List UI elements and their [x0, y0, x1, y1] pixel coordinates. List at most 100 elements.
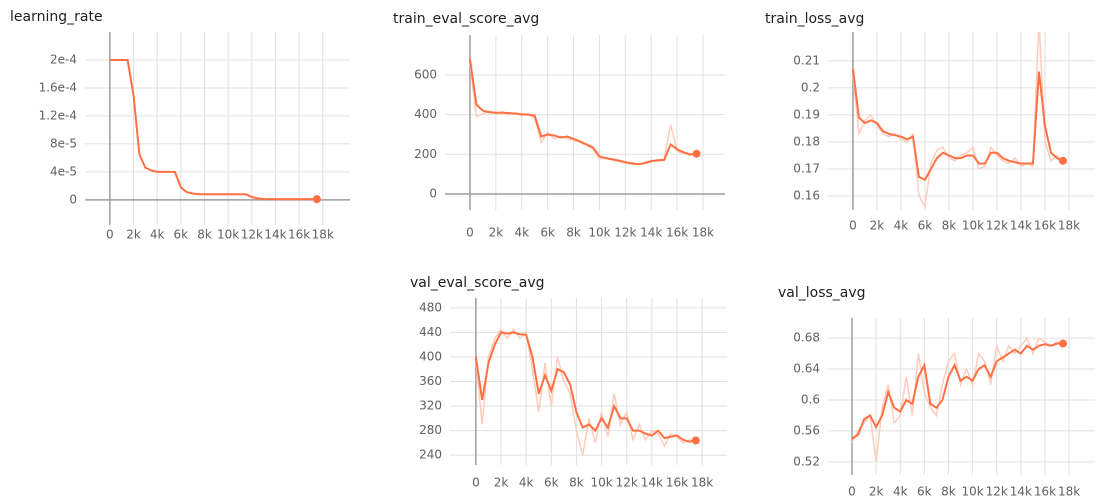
x-tick-label: 4k — [514, 226, 529, 240]
x-tick-label: 12k — [241, 228, 263, 242]
x-tick-label: 18k — [1058, 219, 1080, 233]
y-tick-label: 2e-4 — [50, 52, 77, 66]
last-point — [692, 149, 701, 158]
y-tick-label: 280 — [419, 423, 442, 437]
x-tick-label: 8k — [197, 228, 212, 242]
x-tick-label: 0 — [848, 485, 856, 499]
x-tick-label: 8k — [566, 226, 581, 240]
series-line — [851, 68, 1064, 182]
x-tick-label: 10k — [217, 228, 239, 242]
x-tick-label: 16k — [666, 476, 688, 490]
x-tick-label: 6k — [544, 476, 559, 490]
chart-title: learning_rate — [10, 9, 103, 25]
y-tick-label: 0.21 — [793, 53, 820, 67]
y-tick-label: 0 — [429, 186, 437, 200]
x-tick-label: 4k — [150, 228, 165, 242]
x-tick-label: 2k — [126, 228, 141, 242]
x-tick-label: 0 — [466, 226, 474, 240]
y-tick-label: 0.2 — [801, 80, 820, 94]
y-tick-label: 1.2e-4 — [39, 108, 77, 122]
x-tick-label: 8k — [569, 476, 584, 490]
x-tick-label: 18k — [312, 228, 334, 242]
x-tick-label: 0 — [106, 228, 114, 242]
series-line — [851, 336, 1064, 462]
chart-title: val_loss_avg — [778, 285, 866, 301]
x-tick-label: 12k — [986, 219, 1008, 233]
x-tick-label: 2k — [494, 476, 509, 490]
y-tick-label: 400 — [419, 349, 442, 363]
x-tick-label: 18k — [1058, 485, 1080, 499]
series-line — [852, 32, 1064, 210]
series-line — [475, 327, 697, 456]
last-point — [1059, 339, 1068, 348]
x-tick-label: 4k — [519, 476, 534, 490]
y-tick-label: 320 — [419, 399, 442, 413]
x-tick-label: 12k — [616, 476, 638, 490]
x-tick-label: 14k — [1010, 219, 1032, 233]
chart-title: val_eval_score_avg — [410, 275, 545, 291]
chart-panel: val_loss_avg 0.52 0.56 0.6 0.64 0.68 0 2k 4k 6k 8k… — [778, 285, 1095, 499]
x-tick-label: 8k — [942, 219, 957, 233]
y-tick-label: 0.17 — [793, 161, 820, 175]
x-tick-label: 6k — [540, 226, 555, 240]
y-tick-label: 8e-5 — [50, 136, 77, 150]
x-tick-label: 8k — [941, 485, 956, 499]
series-line — [468, 59, 697, 166]
y-tick-label: 0.16 — [793, 188, 820, 202]
x-tick-label: 14k — [1010, 485, 1032, 499]
last-point — [312, 195, 321, 204]
x-tick-label: 6k — [917, 485, 932, 499]
last-point — [1058, 156, 1067, 165]
x-tick-label: 10k — [588, 226, 610, 240]
y-tick-label: 0.19 — [793, 107, 820, 121]
y-tick-label: 0.52 — [793, 454, 820, 468]
y-tick-label: 600 — [414, 68, 437, 82]
x-tick-label: 16k — [1034, 485, 1056, 499]
y-tick-label: 200 — [414, 147, 437, 161]
x-tick-label: 10k — [590, 476, 612, 490]
x-tick-label: 6k — [918, 219, 933, 233]
x-tick-label: 14k — [264, 228, 286, 242]
x-tick-label: 2k — [489, 226, 504, 240]
series-line — [109, 58, 317, 201]
y-tick-label: 400 — [414, 107, 437, 121]
chart-panel: train_loss_avg 0.16 0.17 0.18 0.19 0.2 0.21 0 2k… — [765, 11, 1095, 233]
x-tick-label: 10k — [962, 219, 984, 233]
x-tick-label: 16k — [288, 228, 310, 242]
x-tick-label: 12k — [614, 226, 636, 240]
x-tick-label: 12k — [986, 485, 1008, 499]
y-tick-label: 0.56 — [793, 423, 820, 437]
x-tick-label: 18k — [692, 226, 714, 240]
x-tick-label: 16k — [666, 226, 688, 240]
y-tick-label: 0.68 — [793, 331, 820, 345]
y-tick-label: 0.18 — [793, 134, 820, 148]
y-tick-label: 480 — [419, 300, 442, 314]
x-tick-label: 10k — [961, 485, 983, 499]
x-tick-label: 0 — [849, 219, 857, 233]
series-line — [469, 63, 697, 166]
x-tick-label: 14k — [641, 476, 663, 490]
last-point — [691, 436, 700, 445]
x-tick-label: 18k — [691, 476, 713, 490]
x-tick-label: 4k — [893, 485, 908, 499]
chart-title: train_loss_avg — [765, 11, 864, 27]
chart-panel: val_eval_score_avg 240 280 320 360 400 440 480 0… — [410, 275, 727, 490]
chart-panel: train_eval_score_avg 0 200 400 600 0 2k 4k 6k 8k 1… — [393, 11, 725, 240]
x-tick-label: 4k — [894, 219, 909, 233]
y-tick-label: 1.6e-4 — [39, 80, 77, 94]
x-tick-label: 14k — [640, 226, 662, 240]
x-tick-label: 6k — [174, 228, 189, 242]
x-tick-label: 2k — [870, 219, 885, 233]
y-tick-label: 0 — [69, 192, 77, 206]
series-line — [474, 331, 697, 443]
y-tick-label: 4e-5 — [50, 164, 77, 178]
x-tick-label: 0 — [472, 476, 480, 490]
y-tick-label: 0.64 — [793, 362, 820, 376]
series-line — [851, 342, 1064, 440]
x-tick-label: 16k — [1034, 219, 1056, 233]
x-tick-label: 2k — [869, 485, 884, 499]
chart-title: train_eval_score_avg — [393, 11, 539, 27]
